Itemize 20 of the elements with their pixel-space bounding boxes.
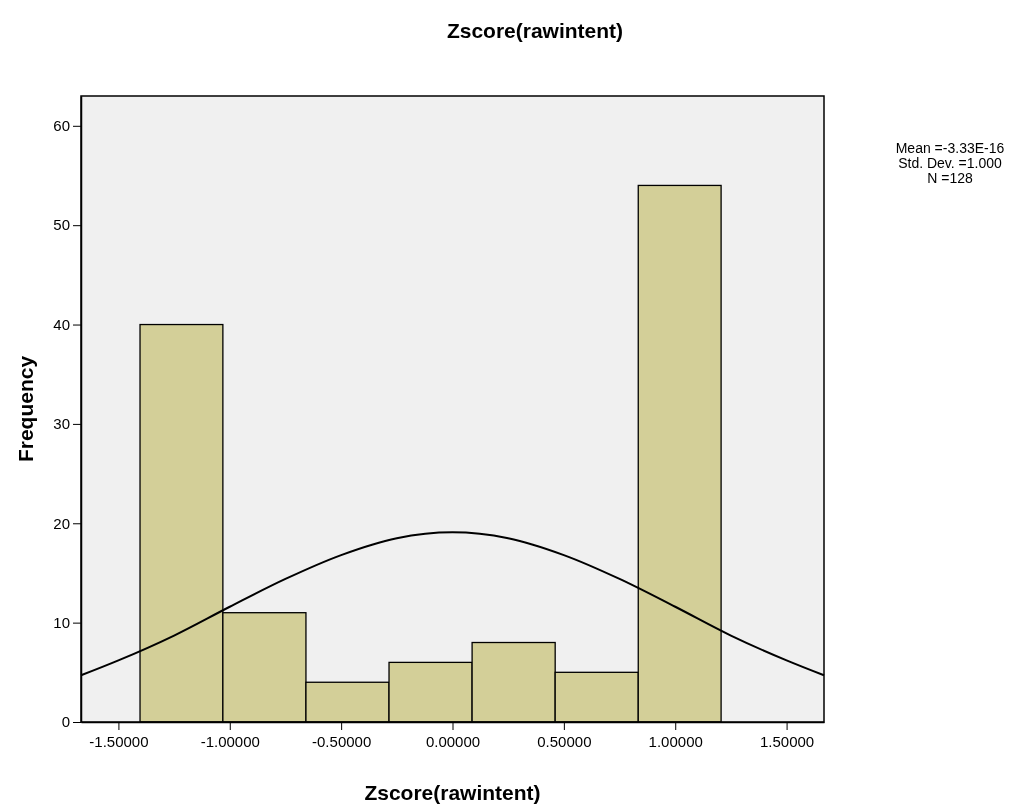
- x-tick-label: -0.50000: [312, 732, 372, 750]
- x-tick-label: 0.00000: [425, 732, 481, 750]
- x-tick-label: -1.00000: [200, 732, 260, 750]
- y-tick-label: 30: [53, 415, 70, 433]
- x-tick-label: 1.00000: [648, 732, 703, 750]
- x-tick-label: 1.50000: [759, 732, 815, 750]
- text: Std. Dev. =1.000: [898, 155, 1003, 171]
- y-tick-label: 10: [53, 613, 70, 631]
- x-tick-label: -1.50000: [89, 732, 149, 750]
- y-tick-label: 0: [61, 713, 70, 731]
- text: Mean =-3.33E-16: [895, 140, 1005, 156]
- y-tick-label: 50: [53, 216, 70, 234]
- y-tick-label: 20: [53, 514, 70, 532]
- y-axis-title: Frequency: [14, 355, 37, 463]
- x-tick-label: 0.50000: [537, 732, 592, 750]
- y-tick-label: 40: [53, 315, 70, 333]
- text: N =128: [927, 170, 973, 186]
- y-tick-label: 60: [53, 117, 70, 135]
- chart-title: Zscore(rawintent): [446, 19, 624, 42]
- x-axis-title: Zscore(rawintent): [364, 781, 541, 804]
